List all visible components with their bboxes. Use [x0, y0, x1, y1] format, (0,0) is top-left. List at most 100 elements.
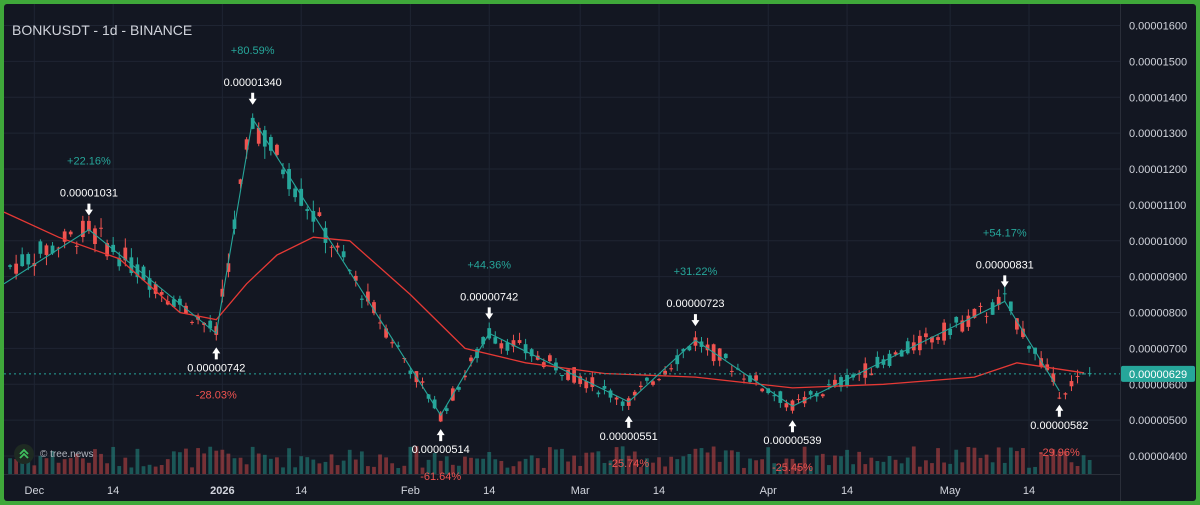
- volume-bar: [68, 458, 73, 474]
- volume-bar: [614, 447, 619, 474]
- candle-body: [457, 387, 461, 390]
- volume-bar: [1075, 465, 1080, 474]
- candle-body: [881, 359, 886, 365]
- volume-bar: [845, 449, 849, 474]
- volume-bar: [1015, 451, 1019, 474]
- volume-bar: [311, 459, 316, 474]
- pivot-high-arrow-icon: [485, 307, 494, 320]
- candle-body: [608, 390, 613, 398]
- volume-bar: [729, 450, 734, 474]
- volume-bar: [74, 453, 79, 474]
- volume-bar: [99, 453, 103, 474]
- x-tick-label: May: [940, 485, 961, 497]
- candle-body: [705, 344, 710, 351]
- volume-bar: [802, 446, 807, 474]
- candle-body: [657, 379, 661, 381]
- y-tick-label: 0.00001100: [1129, 200, 1186, 212]
- candle-body: [584, 381, 589, 389]
- candle-body: [875, 356, 880, 368]
- chart-panel[interactable]: 0.00001600 0.00001500 0.00001400 0.00001300…: [4, 4, 1196, 501]
- candle-body: [966, 315, 971, 327]
- volume-bar: [220, 449, 225, 474]
- volume-bar: [820, 453, 825, 474]
- candle-body: [729, 370, 734, 372]
- volume-bar: [8, 458, 12, 474]
- volume-bar: [547, 447, 552, 474]
- volume-bar: [1021, 448, 1025, 474]
- candle-body: [20, 254, 25, 267]
- volume-bar: [93, 449, 97, 474]
- candle-body: [602, 385, 607, 389]
- candle-body: [1002, 293, 1007, 295]
- candle-body: [693, 337, 698, 346]
- candle-body: [936, 337, 940, 340]
- candle-body: [620, 401, 625, 406]
- volume-bar: [881, 461, 886, 474]
- candle-body: [178, 298, 182, 305]
- volume-bar: [141, 466, 146, 474]
- volume-bar: [511, 466, 516, 474]
- volume-bar: [196, 448, 200, 474]
- candle-body: [256, 127, 261, 144]
- candle-body: [93, 228, 97, 245]
- volume-bar: [44, 458, 49, 474]
- candle-body: [26, 254, 31, 265]
- volume-bar: [911, 446, 916, 474]
- volume-bar: [954, 449, 959, 474]
- candle-body: [638, 385, 643, 388]
- volume-bar: [329, 454, 334, 474]
- volume-bar: [438, 460, 443, 474]
- volume-bar: [159, 464, 164, 474]
- candle-body: [505, 342, 510, 351]
- volume-bar: [905, 457, 910, 474]
- candle-body: [820, 394, 825, 397]
- candle-body: [311, 210, 316, 222]
- volume-bar: [1008, 447, 1013, 474]
- volume-bar: [687, 453, 692, 474]
- candle-body: [56, 247, 61, 249]
- volume-bar: [323, 461, 328, 474]
- y-tick-label: 0.00001000: [1129, 236, 1187, 248]
- candle-body: [954, 316, 959, 323]
- y-tick-label: 0.00001600: [1129, 21, 1187, 33]
- pivot-low-arrow-icon: [624, 415, 633, 428]
- pivot-high-arrow-icon: [691, 314, 700, 327]
- price-chart[interactable]: 0.00001600 0.00001500 0.00001400 0.00001300…: [4, 4, 1196, 501]
- volume-bar: [335, 465, 340, 474]
- volume-bar: [135, 448, 140, 474]
- y-tick-label: 0.00000600: [1129, 379, 1187, 391]
- volume-bar: [936, 448, 940, 474]
- volume-bar: [930, 463, 934, 474]
- volume-bar: [347, 449, 352, 474]
- volume-bar: [814, 455, 819, 474]
- x-tick-label: 14: [1023, 485, 1035, 497]
- volume-bar: [402, 465, 407, 474]
- pivot-high-label: 0.00001340: [224, 77, 282, 89]
- volume-bar: [645, 458, 649, 474]
- volume-bar: [748, 458, 752, 474]
- volume-bar: [250, 446, 255, 474]
- x-tick-label: Mar: [571, 485, 590, 497]
- x-tick-label: 14: [653, 485, 665, 497]
- percent-change-down: -61.64%: [420, 471, 461, 483]
- volume-bar: [226, 453, 231, 474]
- volume-bar: [772, 463, 777, 474]
- pivot-low-arrow-icon: [212, 347, 221, 360]
- volume-bar: [796, 465, 801, 474]
- pivot-low-arrow-icon: [788, 420, 797, 433]
- volume-bar: [359, 451, 364, 474]
- volume-bar: [711, 446, 716, 474]
- volume-bar: [736, 451, 740, 474]
- volume-bar: [1027, 467, 1031, 474]
- volume-bar: [742, 467, 746, 474]
- candle-body: [960, 320, 965, 332]
- candle-body: [384, 328, 388, 338]
- candle-body: [766, 388, 771, 394]
- volume-bar: [268, 458, 273, 474]
- pivot-low-arrow-icon: [436, 429, 445, 442]
- volume-bar: [966, 447, 971, 474]
- candle-body: [499, 343, 504, 349]
- candle-body: [184, 305, 188, 314]
- volume-bar: [105, 463, 109, 474]
- volume-bar: [942, 462, 946, 474]
